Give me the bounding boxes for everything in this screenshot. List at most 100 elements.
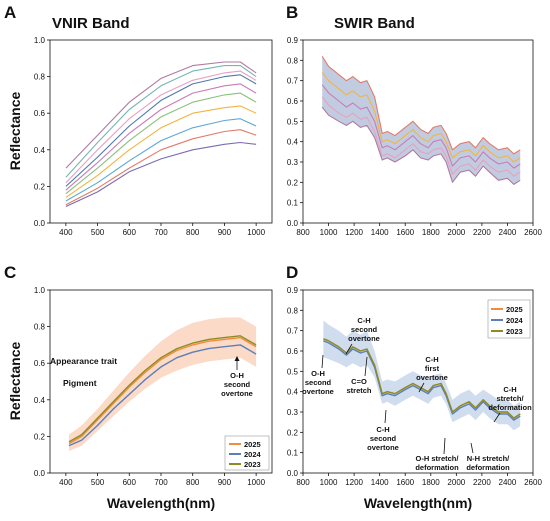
panel-b-ytick-label: 0.6	[287, 97, 299, 106]
ann-d3-l2: overtone	[367, 443, 399, 452]
panel-label-c: C	[4, 263, 16, 282]
panel-c-xtick-label: 700	[154, 478, 168, 487]
panel-d-xtick-label: 1200	[345, 478, 363, 487]
panel-a-series-line	[65, 118, 257, 202]
ann-d6-l0: N-H stretch/	[467, 454, 510, 463]
panel-c-series-2025	[68, 336, 257, 445]
panel-a-ytick-label: 1.0	[34, 36, 46, 45]
panel-b-ticks: 800 1000 1200 1400 1600 1800 2000 2200 2400 2600 0…	[287, 36, 543, 237]
panel-c-xlabel: Wavelength(nm)	[107, 495, 215, 511]
panel-d-xtick-label: 2200	[473, 478, 491, 487]
panel-a-ytick-label: 0.6	[34, 109, 46, 118]
panel-b-xtick-label: 1000	[320, 228, 338, 237]
panel-d-xtick-label: 800	[296, 478, 310, 487]
annotation-d-ch-first: C-H first overtone	[416, 355, 448, 393]
panel-label-a: A	[4, 3, 16, 22]
panel-a-series-line	[65, 92, 257, 195]
panel-c-xtick-label: 600	[123, 478, 137, 487]
panel-c-ytick-label: 0.4	[34, 396, 46, 405]
panel-b-frame	[302, 39, 534, 224]
panel-b-series-line	[321, 72, 521, 163]
panel-d-ytick-label: 0.6	[287, 347, 299, 356]
panel-a-xtick-label: 800	[186, 228, 200, 237]
panel-c-xtick-label: 400	[59, 478, 73, 487]
panel-d-ytick-label: 0.5	[287, 367, 299, 376]
legend-label-c-2025: 2025	[244, 440, 261, 449]
panel-d-ytick-label: 0.4	[287, 388, 299, 397]
panel-d-xtick-label: 2000	[447, 478, 465, 487]
panel-label-b: B	[286, 3, 298, 22]
panel-a-xtick-label: 600	[123, 228, 137, 237]
legend-label-c-2023: 2023	[244, 460, 261, 469]
panel-d-frame	[302, 289, 534, 474]
panel-a-xtick-label: 500	[91, 228, 105, 237]
ann-d4-arrow	[418, 382, 425, 393]
panel-d-xlabel: Wavelength(nm)	[364, 495, 472, 511]
panel-d-series-2024	[323, 340, 521, 421]
panel-c-chart: 400 500 600 700 800 900 1000 0.0 0.2 0.4 0.6 0.8 1.0…	[7, 286, 273, 511]
annotation-d-ch-second-2: C-H second overtone	[367, 409, 399, 452]
panel-b-xtick-label: 1400	[371, 228, 389, 237]
panel-a-chart: 400 500 600 700 800 900 1000 0.0 0.2 0.4 0.6 0.8 1.0…	[7, 36, 273, 237]
panel-d-series	[323, 338, 521, 421]
panel-d-legend: 2025 2024 2023	[487, 299, 531, 339]
panel-b-xtick-label: 1200	[345, 228, 363, 237]
panel-c-legend: 2025 2024 2023	[224, 435, 270, 471]
panel-c-xtick-label: 500	[91, 478, 105, 487]
panel-a-series-line	[65, 129, 257, 206]
panel-a-xtick-label: 400	[59, 228, 73, 237]
panel-c-xtick-label: 800	[186, 478, 200, 487]
ann-d7-l2: deformation	[488, 403, 532, 412]
annotation-d-oh-stretch: O-H stretch/ deformation	[415, 437, 459, 472]
ann-d0-arrow	[321, 354, 324, 369]
annotation-oh-1: O-H	[230, 371, 244, 380]
panel-d-ytick-label: 0.1	[287, 449, 299, 458]
ann-d1-l2: overtone	[348, 334, 380, 343]
panel-a-title: VNIR Band	[52, 15, 130, 32]
panel-b-ytick-label: 0.4	[287, 138, 299, 147]
panel-d-xtick-label: 1400	[371, 478, 389, 487]
panel-c-ytick-label: 0.0	[34, 469, 46, 478]
panel-b-xtick-label: 2200	[473, 228, 491, 237]
panel-a-ytick-label: 0.8	[34, 73, 46, 82]
panel-a-ytick-label: 0.0	[34, 219, 46, 228]
panel-d-xtick-label: 1600	[396, 478, 414, 487]
legend-label-d-2024: 2024	[506, 316, 524, 325]
ann-d4-l0: C-H	[425, 355, 438, 364]
panel-a-series-line	[65, 70, 257, 184]
panel-d-ytick-label: 0.9	[287, 286, 299, 295]
ann-d0-l2: overtone	[302, 387, 334, 396]
panel-b-xtick-label: 800	[296, 228, 310, 237]
ann-d6-l1: deformation	[466, 463, 510, 472]
panel-c-ticks: 400 500 600 700 800 900 1000 0.0 0.2 0.4 0.6 0.8 1.0	[34, 286, 266, 487]
annotation-appearance-trait: Appearance trait	[50, 356, 117, 366]
ann-d1-l1: second	[351, 325, 378, 334]
ann-d7-arrow	[493, 412, 501, 423]
annotation-arrowhead-c	[234, 356, 240, 361]
panel-c-variance-band	[69, 317, 257, 451]
panel-c-ytick-label: 1.0	[34, 286, 46, 295]
panel-a-series-line	[65, 105, 257, 198]
panel-b-ytick-label: 0.9	[287, 36, 299, 45]
panel-c-ytick-label: 0.6	[34, 359, 46, 368]
panel-b-xtick-label: 2600	[524, 228, 542, 237]
panel-d-ytick-label: 0.2	[287, 428, 299, 437]
annotation-d-nh-stretch: N-H stretch/ deformation	[466, 442, 510, 472]
panel-d-ytick-label: 0.8	[287, 306, 299, 315]
panel-b-xtick-label: 1600	[396, 228, 414, 237]
ann-d2-l0: C=O	[351, 377, 367, 386]
panel-a-series-line	[65, 141, 257, 207]
panel-label-d: D	[286, 263, 298, 282]
ann-d7-l1: stretch/	[496, 394, 524, 403]
ann-d3-l0: C-H	[376, 425, 389, 434]
ann-d7-l0: C-H	[503, 385, 516, 394]
ann-d2-arrow	[364, 356, 368, 377]
panel-c-ylabel: Reflectance	[7, 341, 23, 420]
panel-d-ytick-label: 0.7	[287, 327, 299, 336]
panel-d-ticks: 800 1000 1200 1400 1600 1800 2000 2200 2400 2600 0…	[287, 286, 543, 487]
ann-d3-l1: second	[370, 434, 397, 443]
panel-b-envelope	[322, 56, 521, 185]
panel-c-ytick-label: 0.8	[34, 323, 46, 332]
panel-a-ytick-label: 0.2	[34, 182, 46, 191]
ann-d1-l0: C-H	[357, 316, 370, 325]
